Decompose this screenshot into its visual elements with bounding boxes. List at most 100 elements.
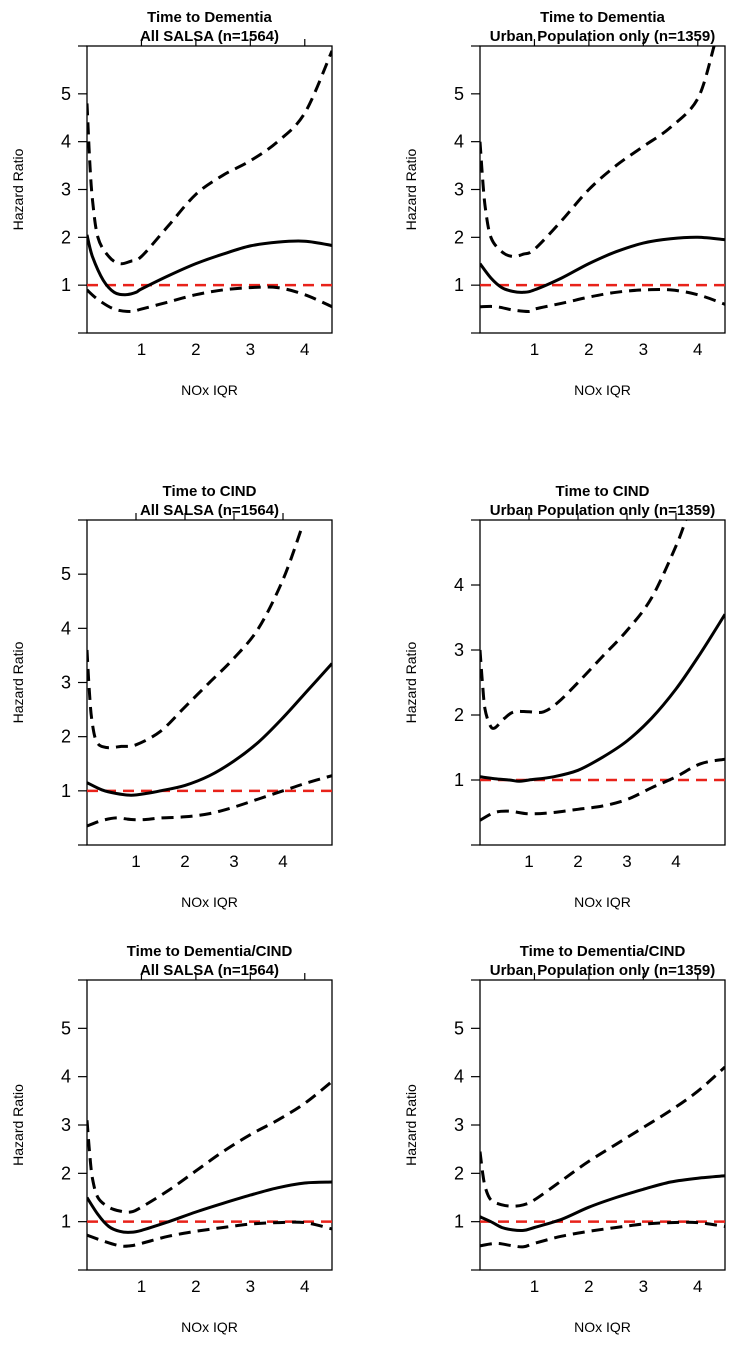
- lower-ci-line: [87, 774, 332, 828]
- lower-ci-line: [87, 285, 332, 313]
- x-axis-label: NOx IQR: [181, 382, 238, 398]
- x-tick-label: 4: [300, 1277, 309, 1296]
- chart-title: Time to Dementia/CIND: [520, 943, 686, 960]
- plot-area: [87, 50, 332, 313]
- y-tick-label: 3: [61, 1115, 71, 1135]
- y-tick-label: 4: [61, 618, 71, 638]
- upper-ci-line: [480, 520, 688, 730]
- y-tick-label: 4: [61, 132, 71, 152]
- y-tick-label: 2: [61, 727, 71, 747]
- estimate-line: [480, 1174, 725, 1233]
- x-axis-label: NOx IQR: [181, 894, 238, 910]
- x-axis-label: NOx IQR: [574, 382, 631, 398]
- x-axis-label: NOx IQR: [574, 1319, 631, 1335]
- upper-ci-line: [87, 50, 332, 266]
- estimate-line: [480, 613, 725, 783]
- chart-title: Time to Dementia: [540, 9, 665, 26]
- x-tick-label: 4: [671, 852, 680, 871]
- y-tick-label: 5: [454, 1018, 464, 1038]
- y-tick-label: 1: [61, 1212, 71, 1232]
- estimate-line: [87, 662, 332, 797]
- lower-ci-line: [480, 757, 725, 822]
- chart-title: Time to Dementia: [147, 9, 272, 26]
- lower-ci-line: [87, 1220, 332, 1248]
- y-tick-label: 1: [454, 1212, 464, 1232]
- x-tick-label: 2: [191, 340, 200, 359]
- plot-area: [480, 520, 725, 822]
- y-axis-label: Hazard Ratio: [10, 1084, 26, 1166]
- plot-area: [480, 1065, 725, 1249]
- y-axis-label: Hazard Ratio: [10, 641, 26, 723]
- x-tick-label: 1: [530, 340, 539, 359]
- y-axis-label: Hazard Ratio: [403, 641, 419, 723]
- x-tick-label: 2: [584, 1277, 593, 1296]
- chart-panel-5: Time to Dementia/CIND All SALSA (n=1564) 1…: [10, 943, 333, 1335]
- x-tick-label: 4: [300, 340, 309, 359]
- y-axis-label: Hazard Ratio: [403, 148, 419, 230]
- upper-ci-line: [87, 1080, 332, 1214]
- x-tick-label: 1: [131, 852, 140, 871]
- y-tick-label: 3: [454, 1115, 464, 1135]
- y-tick-label: 4: [454, 575, 464, 595]
- x-tick-label: 2: [584, 340, 593, 359]
- y-axis-label: Hazard Ratio: [10, 148, 26, 230]
- chart-panel-1: Time to Dementia All SALSA (n=1564) 1 2 3 4 5 1…: [10, 9, 333, 398]
- x-tick-label: 4: [278, 852, 287, 871]
- x-tick-label: 2: [573, 852, 582, 871]
- x-axis-label: NOx IQR: [574, 894, 631, 910]
- chart-panel-6: Time to Dementia/CIND Urban Population on…: [403, 943, 726, 1335]
- y-tick-label: 5: [61, 1018, 71, 1038]
- upper-ci-line: [480, 1065, 725, 1208]
- y-tick-label: 5: [61, 564, 71, 584]
- y-tick-label: 1: [61, 275, 71, 295]
- y-tick-label: 4: [61, 1067, 71, 1087]
- chart-panel-3: Time to CIND All SALSA (n=1564) 1 2 3 4 5 1 2 3 4 N…: [10, 483, 333, 910]
- plot-frame: [86, 45, 333, 334]
- x-tick-label: 4: [693, 340, 702, 359]
- x-tick-label: 4: [693, 1277, 702, 1296]
- chart-subtitle: Urban Population only (n=1359): [490, 962, 715, 979]
- y-tick-label: 2: [454, 227, 464, 247]
- x-tick-label: 1: [524, 852, 533, 871]
- chart-subtitle: Urban Population only (n=1359): [490, 28, 715, 45]
- y-tick-label: 1: [454, 770, 464, 790]
- plot-frame: [479, 45, 726, 334]
- estimate-line: [480, 235, 725, 294]
- upper-ci-line: [87, 524, 305, 750]
- chart-subtitle: All SALSA (n=1564): [140, 28, 279, 45]
- y-axis-label: Hazard Ratio: [403, 1084, 419, 1166]
- chart-subtitle: All SALSA (n=1564): [140, 502, 279, 519]
- y-tick-label: 5: [454, 84, 464, 104]
- x-tick-label: 2: [180, 852, 189, 871]
- chart-title: Time to CIND: [163, 483, 257, 500]
- chart-panel-2: Time to Dementia Urban Population only (n…: [403, 9, 726, 398]
- plot-area: [87, 524, 332, 828]
- y-tick-label: 4: [454, 132, 464, 152]
- y-tick-label: 4: [454, 1067, 464, 1087]
- y-tick-label: 2: [454, 705, 464, 725]
- x-tick-label: 3: [639, 1277, 648, 1296]
- x-axis-label: NOx IQR: [181, 1319, 238, 1335]
- y-tick-label: 2: [61, 227, 71, 247]
- y-tick-label: 3: [454, 180, 464, 200]
- y-tick-label: 1: [61, 781, 71, 801]
- x-tick-label: 3: [229, 852, 238, 871]
- plot-area: [480, 46, 725, 314]
- x-tick-label: 2: [191, 1277, 200, 1296]
- chart-title: Time to CIND: [556, 483, 650, 500]
- plot-frame: [479, 979, 726, 1271]
- x-tick-label: 3: [246, 1277, 255, 1296]
- x-tick-label: 3: [246, 340, 255, 359]
- lower-ci-line: [480, 1220, 725, 1249]
- x-tick-label: 1: [137, 340, 146, 359]
- x-tick-label: 1: [530, 1277, 539, 1296]
- y-tick-label: 3: [61, 180, 71, 200]
- chart-subtitle: All SALSA (n=1564): [140, 962, 279, 979]
- y-tick-label: 2: [61, 1163, 71, 1183]
- plot-frame: [86, 979, 333, 1271]
- estimate-line: [87, 234, 332, 297]
- lower-ci-line: [480, 288, 725, 314]
- y-tick-label: 3: [454, 640, 464, 660]
- x-tick-label: 3: [622, 852, 631, 871]
- upper-ci-line: [480, 46, 716, 259]
